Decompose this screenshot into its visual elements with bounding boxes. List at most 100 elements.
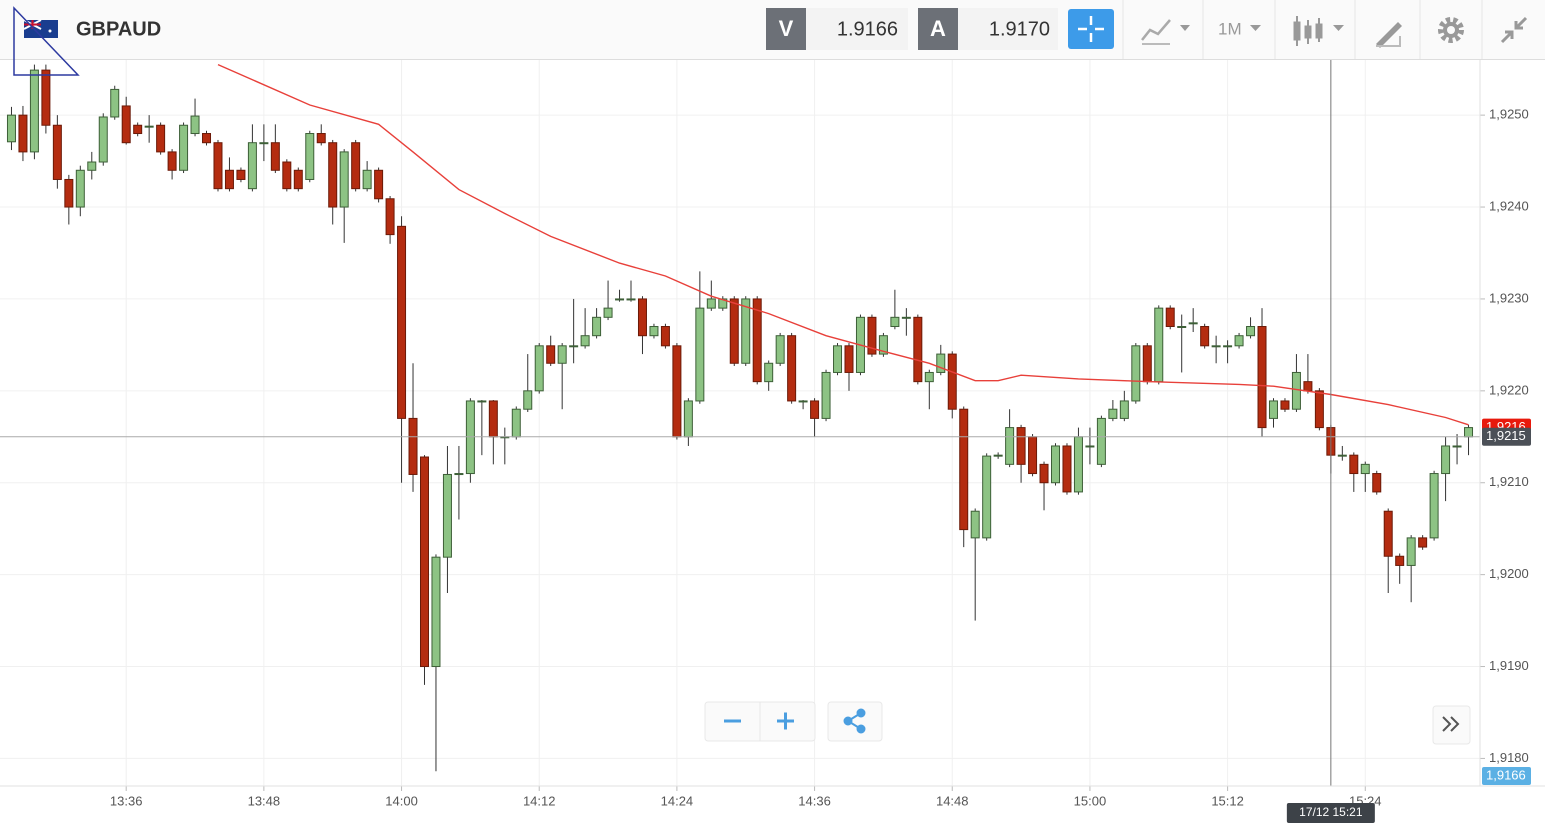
candle-body <box>1039 463 1049 484</box>
candle-body <box>1268 400 1278 419</box>
candle-body <box>41 69 51 126</box>
candle-body <box>374 169 384 200</box>
candle-body <box>1246 326 1256 337</box>
candle-body <box>224 169 234 190</box>
candle-body <box>351 142 361 190</box>
candle-body <box>1200 326 1210 347</box>
crosshair-label-box <box>1286 803 1375 823</box>
crosshair-button[interactable] <box>1068 9 1114 49</box>
crosshair-icon <box>1078 16 1104 42</box>
candle-body <box>247 142 257 190</box>
candle-body <box>1108 408 1118 419</box>
chart-type-button[interactable] <box>1141 19 1190 45</box>
candle-body <box>924 371 934 383</box>
candle-body <box>282 161 292 190</box>
candle-body <box>718 298 728 309</box>
price-label: 1,9166 <box>1486 767 1526 782</box>
candle-body <box>362 169 372 190</box>
candle-body <box>202 133 212 144</box>
candle-body <box>729 298 739 364</box>
candle-body <box>741 298 751 364</box>
settings-button[interactable] <box>1438 17 1464 43</box>
candle-body <box>1119 400 1129 419</box>
collapse-button[interactable] <box>1500 16 1528 44</box>
candle-body <box>419 456 429 668</box>
candle-body <box>213 142 223 190</box>
candle-body <box>270 142 280 171</box>
dropdown-arrow <box>1250 25 1261 31</box>
candle-body <box>1142 345 1152 383</box>
candle-body <box>1314 390 1324 429</box>
header: GBPAUD V 1.9166 A 1.9170 1M <box>0 0 1545 76</box>
candle-body <box>431 556 441 668</box>
x-tick-label: 13:36 <box>110 793 143 808</box>
candle-body <box>75 169 85 208</box>
sell-price: 1.9166 <box>837 18 898 40</box>
candle-body <box>833 345 843 373</box>
candle-body <box>1234 335 1244 347</box>
candle-body <box>1177 326 1187 329</box>
sell-button[interactable] <box>766 8 806 50</box>
candle-body <box>1441 445 1451 475</box>
crosshair-label: 17/12 15:21 <box>1299 805 1363 819</box>
candle-body <box>1062 445 1072 493</box>
candle-body <box>672 345 682 438</box>
candle-body <box>821 371 831 419</box>
candle-body <box>385 198 395 236</box>
candle-body <box>683 400 693 438</box>
candle-body <box>1337 454 1347 457</box>
candle-body <box>890 316 900 328</box>
candle-body <box>637 298 647 337</box>
candle-body <box>144 125 154 128</box>
candle-body <box>6 114 16 143</box>
candle-body <box>959 408 969 531</box>
sell-price-box[interactable] <box>806 8 908 50</box>
candle-body <box>615 298 625 301</box>
candle-body <box>190 115 200 135</box>
timeframe[interactable]: 1M <box>1218 19 1242 38</box>
candle-body <box>1429 473 1439 539</box>
candle-body <box>511 408 521 438</box>
candle-body <box>1372 473 1382 493</box>
candle-body <box>810 400 820 419</box>
plot <box>0 60 1480 786</box>
zoom-in[interactable] <box>777 712 794 730</box>
candle-body <box>1360 463 1370 475</box>
candle-body <box>706 298 716 309</box>
buy-price-box[interactable] <box>958 8 1058 50</box>
candle-style-button[interactable] <box>1293 16 1344 46</box>
x-tick-label: 14:00 <box>385 793 418 808</box>
candle-body <box>1257 326 1267 429</box>
candle-body <box>293 169 303 190</box>
candle-body <box>1016 427 1026 465</box>
candle-body <box>87 161 97 171</box>
selection-marker <box>13 6 80 76</box>
candle-body <box>18 114 28 153</box>
candle-body <box>316 133 326 144</box>
candle-body <box>442 473 452 558</box>
candle-body <box>305 133 315 180</box>
candle-body <box>534 345 544 392</box>
candle-body <box>1395 555 1405 566</box>
candle-body <box>592 316 602 337</box>
scroll-end-button[interactable] <box>1432 705 1471 745</box>
candle-body <box>133 124 143 135</box>
candle-body <box>98 116 108 163</box>
candle-body <box>546 345 556 364</box>
buy-button[interactable] <box>918 8 958 50</box>
candle-body <box>580 335 590 347</box>
share-button[interactable] <box>843 708 866 734</box>
candle-body <box>156 124 166 153</box>
candle-body <box>1349 454 1359 475</box>
y-tick-label: 1,9240 <box>1489 198 1529 213</box>
candle-body <box>328 142 338 208</box>
draw-button[interactable] <box>1376 22 1402 48</box>
x-tick-label: 13:48 <box>248 793 281 808</box>
candle-body <box>1280 400 1290 410</box>
candle-body <box>993 454 1003 457</box>
candle-body <box>477 400 487 403</box>
candle-body <box>913 316 923 383</box>
candle-body <box>867 316 877 355</box>
price-label: 1,9215 <box>1486 428 1526 443</box>
x-tick-label: 15:12 <box>1211 793 1244 808</box>
